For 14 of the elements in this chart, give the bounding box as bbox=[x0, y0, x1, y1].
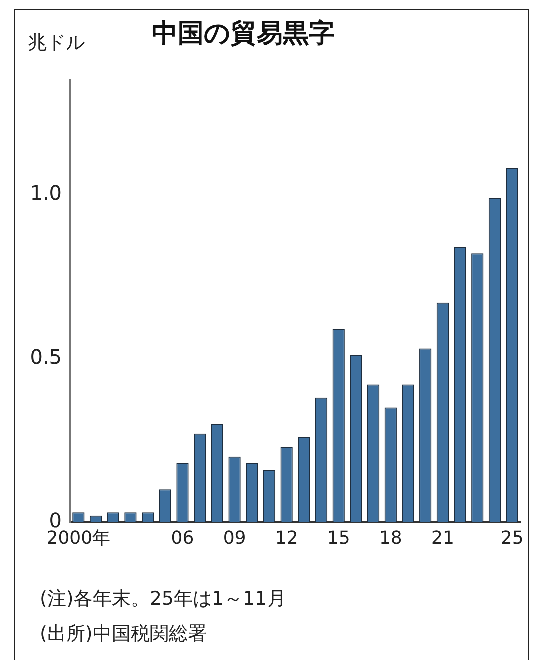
text: (注)各年末。25年は1～11月 bbox=[40, 587, 286, 612]
x-tick-label: 15 bbox=[327, 528, 350, 549]
x-tick-label: 18 bbox=[379, 528, 402, 549]
chart-title: 中国の貿易黒字 bbox=[152, 18, 335, 51]
x-tick-label: 06 bbox=[171, 528, 194, 549]
text: (出所)中国税関総署 bbox=[40, 622, 208, 647]
y-tick-label: 0.5 bbox=[30, 344, 62, 369]
x-tick-label: 09 bbox=[223, 528, 246, 549]
x-tick-label: 12 bbox=[275, 528, 298, 549]
y-tick-label: 1.0 bbox=[30, 180, 62, 205]
x-tick-label: 2000年 bbox=[46, 528, 111, 549]
x-tick-label: 25 bbox=[500, 528, 524, 549]
y-axis-title: 兆ドル bbox=[28, 31, 85, 56]
x-tick-label: 21 bbox=[431, 528, 454, 549]
